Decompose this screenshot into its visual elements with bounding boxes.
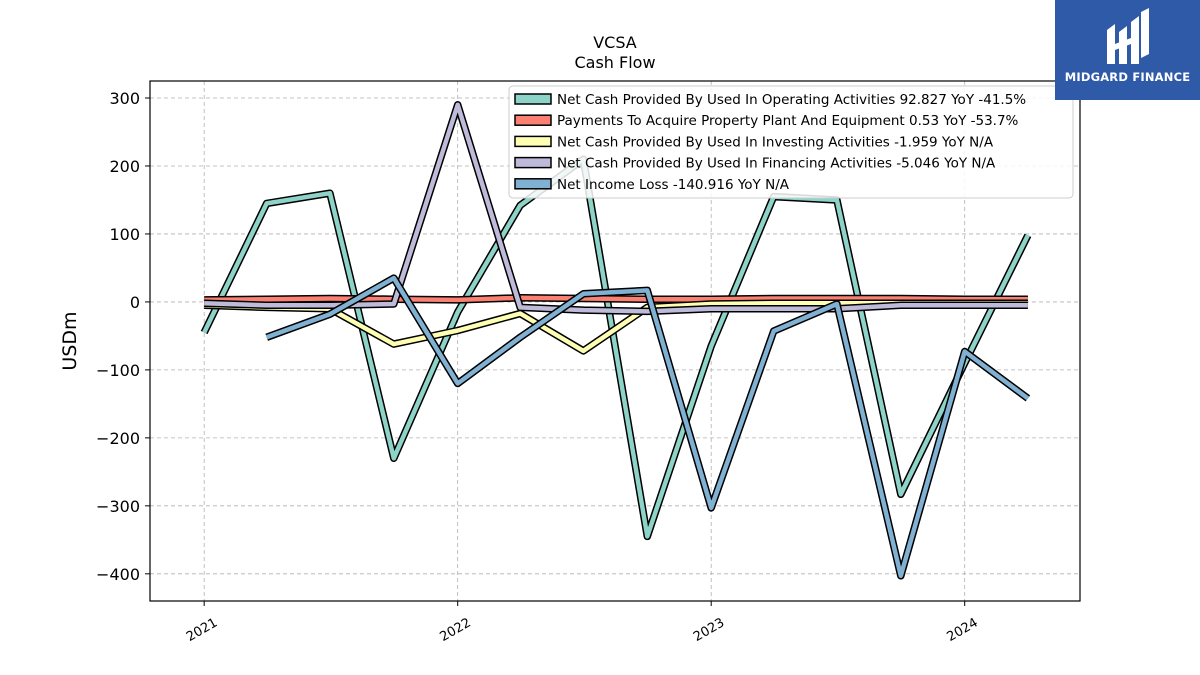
legend-swatch — [514, 135, 552, 148]
y-tick-label: −300 — [96, 497, 140, 516]
legend-entry: Net Income Loss -140.916 YoY N/A — [557, 177, 790, 193]
logo-text: MIDGARD FINANCE — [1064, 70, 1191, 84]
y-axis-label: USDm — [59, 311, 81, 370]
chart-subtitle: Cash Flow — [574, 53, 655, 72]
logo-mark-icon — [1107, 8, 1149, 64]
x-tick-label: 2022 — [438, 615, 474, 645]
legend-swatch — [514, 114, 552, 126]
legend-swatch — [514, 93, 552, 105]
y-tick-label: 300 — [109, 89, 140, 108]
legend-box — [508, 85, 1074, 199]
legend: Net Cash Provided By Used In Operating A… — [508, 85, 1074, 199]
series-line — [202, 156, 1030, 539]
y-tick-label: 100 — [109, 225, 140, 244]
plot-frame — [149, 80, 1081, 602]
series-line — [265, 275, 1030, 579]
x-tick-label: 2023 — [691, 615, 727, 645]
legend-entry: Net Cash Provided By Used In Operating A… — [557, 92, 1026, 108]
x-tick-label: 2024 — [945, 615, 981, 645]
y-tick-label: −100 — [96, 361, 140, 380]
series-line — [204, 295, 1028, 303]
legend-entry: Net Cash Provided By Used In Investing A… — [557, 134, 994, 150]
y-tick-label: −200 — [96, 429, 140, 448]
y-tick-label: 0 — [130, 293, 140, 312]
x-tick-label: 2021 — [184, 615, 220, 645]
legend-entry: Payments To Acquire Property Plant And E… — [557, 113, 1019, 129]
legend-swatch — [514, 178, 552, 190]
y-tick-label: −400 — [96, 565, 140, 584]
chart-title: VCSA — [593, 33, 637, 52]
legend-swatch — [514, 156, 552, 169]
axis-ticks: 300 200 100 0 −100 −200 −300 −400 2021 2022 2023 20… — [96, 89, 981, 645]
series-lines — [200, 101, 1032, 580]
legend-entry: Net Cash Provided By Used In Financing A… — [557, 156, 996, 172]
midgard-finance-logo: MIDGARD FINANCE — [1055, 0, 1200, 100]
y-tick-label: 200 — [109, 157, 140, 176]
